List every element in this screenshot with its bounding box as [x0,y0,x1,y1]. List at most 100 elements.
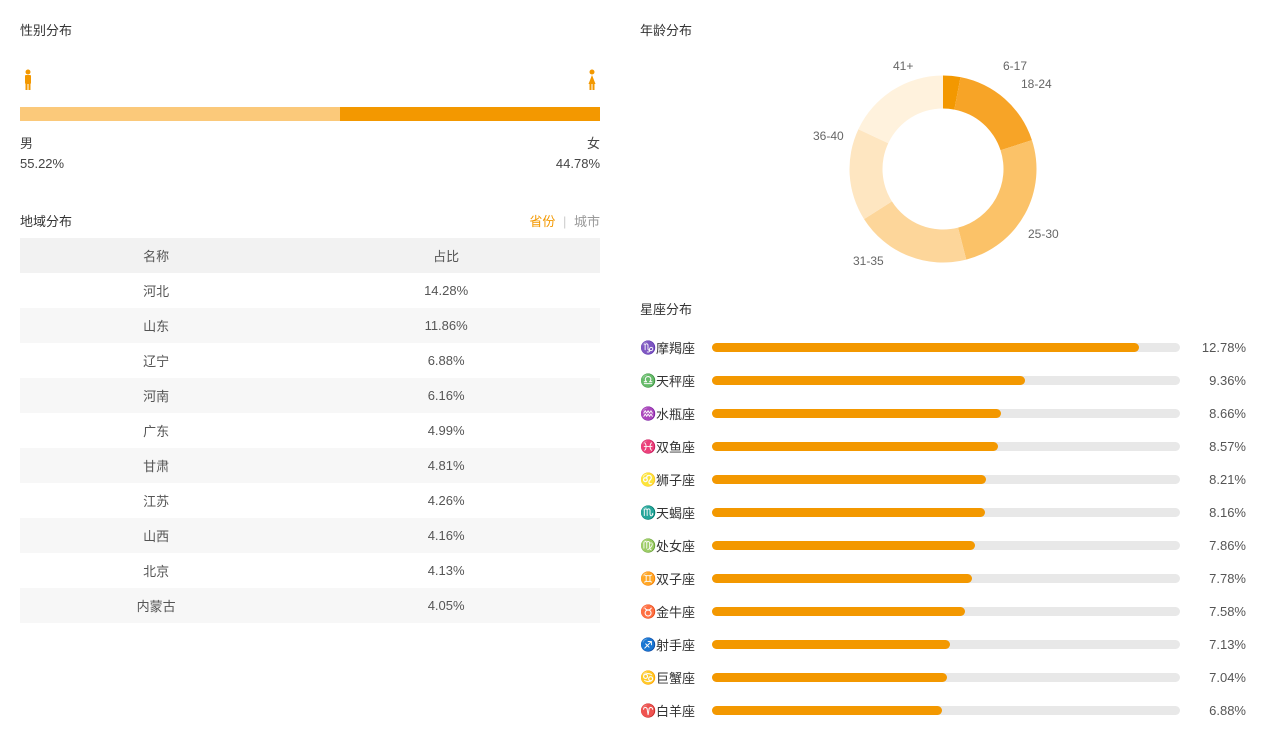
zodiac-name: 摩羯座 [656,338,706,357]
table-row: 北京4.13% [20,553,600,588]
gender-bar-male [20,107,340,121]
zodiac-name: 处女座 [656,536,706,555]
male-icon [22,69,34,97]
zodiac-row: ♏天蝎座 8.16% [640,503,1246,522]
zodiac-row: ♓双鱼座 8.57% [640,437,1246,456]
region-name: 河北 [20,273,292,308]
zodiac-pct: 6.88% [1192,703,1246,718]
zodiac-pct: 7.13% [1192,637,1246,652]
zodiac-row: ♍处女座 7.86% [640,536,1246,555]
age-title: 年龄分布 [640,20,1246,39]
gender-bar-female [340,107,600,121]
tab-province[interactable]: 省份 [529,214,555,229]
donut-segment [858,76,943,144]
zodiac-row: ♋巨蟹座 7.04% [640,668,1246,687]
table-row: 山东11.86% [20,308,600,343]
table-row: 山西4.16% [20,518,600,553]
region-name: 广东 [20,413,292,448]
donut-label: 6-17 [1003,59,1027,73]
zodiac-bar-fill [712,409,1001,418]
zodiac-icon: ♓ [640,439,656,455]
zodiac-pct: 7.58% [1192,604,1246,619]
region-table: 名称 占比 河北14.28%山东11.86%辽宁6.88%河南6.16%广东4.… [20,238,600,623]
zodiac-bar-fill [712,607,965,616]
zodiac-bar-track [712,640,1180,649]
zodiac-bar-fill [712,508,985,517]
zodiac-row: ♌狮子座8.21% [640,470,1246,489]
gender-section: 性别分布 男 55.22% 女 44.78% [20,20,600,171]
zodiac-bar-track [712,607,1180,616]
zodiac-bar-track [712,508,1180,517]
zodiac-bar-fill [712,343,1139,352]
donut-label: 25-30 [1028,227,1059,241]
age-donut: 6-1718-2425-3031-3536-4041+ [833,59,1053,279]
region-pct: 4.05% [292,588,600,623]
table-row: 江苏4.26% [20,483,600,518]
table-row: 辽宁6.88% [20,343,600,378]
region-section: 地域分布 省份 | 城市 名称 占比 河北14.28%山东11.86%辽宁6.8… [20,211,600,623]
zodiac-row: ♑摩羯座 12.78% [640,338,1246,357]
zodiac-pct: 8.66% [1192,406,1246,421]
region-pct: 4.13% [292,553,600,588]
zodiac-bar-track [712,574,1180,583]
zodiac-row: ♐射手座7.13% [640,635,1246,654]
zodiac-bar-track [712,376,1180,385]
zodiac-bar-fill [712,475,986,484]
zodiac-pct: 8.21% [1192,472,1246,487]
zodiac-name: 白羊座 [656,701,706,720]
region-name: 内蒙古 [20,588,292,623]
age-section: 年龄分布 6-1718-2425-3031-3536-4041+ [640,20,1246,279]
zodiac-title: 星座分布 [640,299,1246,318]
donut-label: 18-24 [1021,77,1052,91]
zodiac-pct: 12.78% [1192,340,1246,355]
zodiac-bar-fill [712,541,975,550]
zodiac-name: 天蝎座 [656,503,706,522]
zodiac-icon: ♉ [640,604,656,620]
zodiac-name: 双鱼座 [656,437,706,456]
zodiac-bar-fill [712,574,972,583]
table-row: 河北14.28% [20,273,600,308]
zodiac-row: ♊双子座7.78% [640,569,1246,588]
female-pct: 44.78% [556,156,600,171]
tab-city[interactable]: 城市 [574,214,600,229]
zodiac-bar-track [712,673,1180,682]
region-name: 江苏 [20,483,292,518]
region-name: 甘肃 [20,448,292,483]
zodiac-icon: ♍ [640,538,656,554]
zodiac-pct: 8.57% [1192,439,1246,454]
table-row: 广东4.99% [20,413,600,448]
male-pct: 55.22% [20,156,64,171]
zodiac-pct: 8.16% [1192,505,1246,520]
female-icon [586,69,598,97]
zodiac-name: 天秤座 [656,371,706,390]
zodiac-pct: 7.86% [1192,538,1246,553]
zodiac-name: 射手座 [656,635,706,654]
region-col-name: 名称 [20,238,292,273]
zodiac-icon: ♑ [640,340,656,356]
zodiac-section: 星座分布 ♑摩羯座12.78%♎天秤座9.36%♒水瓶座8.66%♓双鱼座8.5… [640,299,1246,720]
zodiac-icon: ♒ [640,406,656,422]
zodiac-bar-track [712,343,1180,352]
region-title: 地域分布 [20,211,72,230]
female-label: 女 [556,133,600,152]
zodiac-bar-fill [712,640,950,649]
region-col-pct: 占比 [292,238,600,273]
table-row: 内蒙古4.05% [20,588,600,623]
zodiac-name: 巨蟹座 [656,668,706,687]
zodiac-icon: ♎ [640,373,656,389]
zodiac-bar-fill [712,376,1025,385]
zodiac-name: 狮子座 [656,470,706,489]
zodiac-name: 水瓶座 [656,404,706,423]
region-name: 辽宁 [20,343,292,378]
zodiac-icon: ♏ [640,505,656,521]
table-row: 甘肃4.81% [20,448,600,483]
region-tabs: 省份 | 城市 [529,211,600,230]
zodiac-pct: 7.04% [1192,670,1246,685]
region-pct: 6.16% [292,378,600,413]
region-pct: 4.99% [292,413,600,448]
donut-label: 31-35 [853,254,884,268]
region-name: 山东 [20,308,292,343]
donut-label: 36-40 [813,129,844,143]
zodiac-icon: ♋ [640,670,656,686]
region-name: 河南 [20,378,292,413]
